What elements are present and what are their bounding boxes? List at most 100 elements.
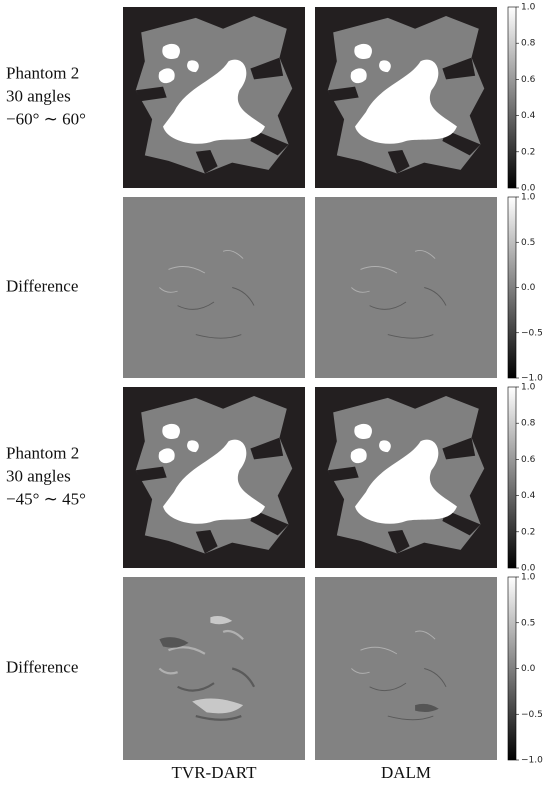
image-background xyxy=(315,197,497,378)
phantom-white xyxy=(163,439,265,524)
colorbar-tick-label: 1.0 xyxy=(521,3,536,13)
difference-line xyxy=(222,249,244,259)
row-label: Phantom 2 xyxy=(6,443,79,462)
difference-patch xyxy=(192,698,244,714)
colorbar xyxy=(507,576,517,761)
image-background xyxy=(123,577,305,760)
colorbar-tick-label: 0.4 xyxy=(521,111,536,121)
difference-line xyxy=(195,334,242,339)
row-label: −60° ∼ 60° xyxy=(6,109,86,128)
image-background xyxy=(315,577,497,760)
phantom-inlet xyxy=(442,437,476,460)
phantom-white xyxy=(379,440,391,453)
phantom-inlet xyxy=(387,149,410,174)
phantom-white xyxy=(355,439,457,524)
image-content xyxy=(135,396,293,554)
difference-line xyxy=(369,301,407,310)
difference-line xyxy=(177,301,215,310)
phantom-white xyxy=(350,448,367,464)
phantom-inlet xyxy=(327,466,359,482)
colorbar-tick-label: −1.0 xyxy=(521,374,543,384)
difference-line xyxy=(231,667,256,688)
difference-line xyxy=(351,668,370,674)
phantom-white xyxy=(354,423,372,440)
row-label: Difference xyxy=(6,657,78,676)
image-background xyxy=(123,197,305,378)
column-label: DALM xyxy=(381,763,431,782)
phantom-inlet xyxy=(195,149,218,174)
phantom-white xyxy=(187,60,199,73)
colorbar-tick-label: −1.0 xyxy=(521,756,543,766)
row-label: Difference xyxy=(6,276,78,295)
phantom-white xyxy=(354,43,372,60)
colorbar-tick-label: −0.5 xyxy=(521,710,543,720)
colorbar-tick-label: 0.4 xyxy=(521,491,536,501)
colorbar-tick-label: 0.2 xyxy=(521,527,535,537)
phantom-inlet xyxy=(250,437,284,460)
difference-line xyxy=(351,287,370,293)
phantom-inlet xyxy=(250,130,289,156)
colorbar-tick-label: 0.5 xyxy=(521,238,535,248)
difference-line xyxy=(168,646,206,655)
difference-line xyxy=(168,266,206,274)
phantom-inlet xyxy=(442,130,481,156)
colorbar xyxy=(507,196,517,379)
image-content xyxy=(159,249,255,339)
phantom-white xyxy=(158,448,175,464)
image-content xyxy=(158,616,256,721)
phantom-inlet xyxy=(250,57,284,80)
phantom-white xyxy=(355,59,457,144)
phantom-white xyxy=(163,59,265,144)
image-content xyxy=(351,249,447,339)
difference-line xyxy=(369,682,407,692)
phantom-inlet xyxy=(135,466,167,482)
difference-patch xyxy=(210,616,233,625)
row-label: 30 angles xyxy=(6,86,71,105)
phantom-white xyxy=(162,423,180,440)
phantom-inlet xyxy=(442,510,481,536)
difference-line xyxy=(387,715,434,721)
row-label: Phantom 2 xyxy=(6,63,79,82)
phantom-inlet xyxy=(387,529,410,554)
difference-line xyxy=(387,334,434,339)
phantom-inlet xyxy=(442,57,476,80)
difference-line xyxy=(159,287,178,293)
colorbar xyxy=(507,386,517,569)
phantom-inlet xyxy=(195,529,218,554)
colorbar-tick-label: 1.0 xyxy=(521,383,536,393)
phantom-inlet xyxy=(250,510,289,536)
colorbar-tick-label: 0.6 xyxy=(521,75,536,85)
phantom-white xyxy=(158,68,175,84)
column-label: TVR-DART xyxy=(172,763,258,782)
difference-line xyxy=(158,667,178,675)
colorbar-tick-label: 0.5 xyxy=(521,618,535,628)
phantom-inlet xyxy=(135,86,167,102)
phantom-white xyxy=(379,60,391,73)
difference-line xyxy=(195,715,242,721)
colorbar-tick-label: 0.8 xyxy=(521,419,536,429)
image-content xyxy=(135,16,293,174)
colorbar-tick-label: 1.0 xyxy=(521,573,536,583)
image-content xyxy=(327,16,485,174)
difference-line xyxy=(414,249,436,259)
difference-line xyxy=(232,287,255,306)
row-label: 30 angles xyxy=(6,466,71,485)
phantom-white xyxy=(350,68,367,84)
colorbar-tick-label: 0.0 xyxy=(521,283,536,293)
image-content xyxy=(351,630,447,721)
difference-patch xyxy=(159,637,189,648)
image-content xyxy=(327,396,485,554)
phantom-inlet xyxy=(327,86,359,102)
colorbar xyxy=(507,6,517,189)
colorbar-tick-label: 0.0 xyxy=(521,564,536,574)
difference-line xyxy=(177,682,215,692)
difference-line xyxy=(360,266,398,274)
phantom-white xyxy=(162,43,180,60)
difference-patch xyxy=(415,703,439,713)
phantom-white xyxy=(187,440,199,453)
difference-line xyxy=(414,630,436,640)
colorbar-tick-label: 1.0 xyxy=(521,193,536,203)
colorbar-tick-label: 0.6 xyxy=(521,455,536,465)
